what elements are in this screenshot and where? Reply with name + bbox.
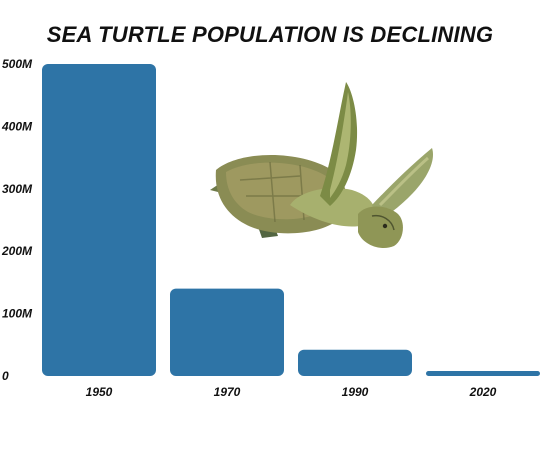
x-tick-label-2020: 2020 [469, 385, 497, 399]
y-tick-label: 100M [2, 307, 33, 321]
bar-1990 [298, 349, 412, 376]
y-axis-ticks: 0 100M 200M 300M 400M 500M [1, 57, 33, 383]
sea-turtle-illustration [210, 82, 434, 249]
x-tick-label-1950: 1950 [86, 385, 113, 399]
x-tick-label-1990: 1990 [342, 385, 369, 399]
bars [42, 64, 540, 376]
x-axis-labels: 1950 1970 1990 2020 [86, 385, 497, 399]
y-tick-label: 500M [2, 57, 33, 71]
y-tick-label: 200M [1, 244, 33, 258]
bar-2020 [426, 371, 540, 376]
y-tick-label: 400M [1, 119, 33, 133]
bar-1970 [170, 288, 284, 376]
x-tick-label-1970: 1970 [214, 385, 241, 399]
chart-title: SEA TURTLE POPULATION IS DECLINING [46, 22, 494, 47]
y-tick-label: 0 [2, 369, 9, 383]
y-tick-label: 300M [2, 182, 33, 196]
bar-1950 [42, 64, 156, 376]
